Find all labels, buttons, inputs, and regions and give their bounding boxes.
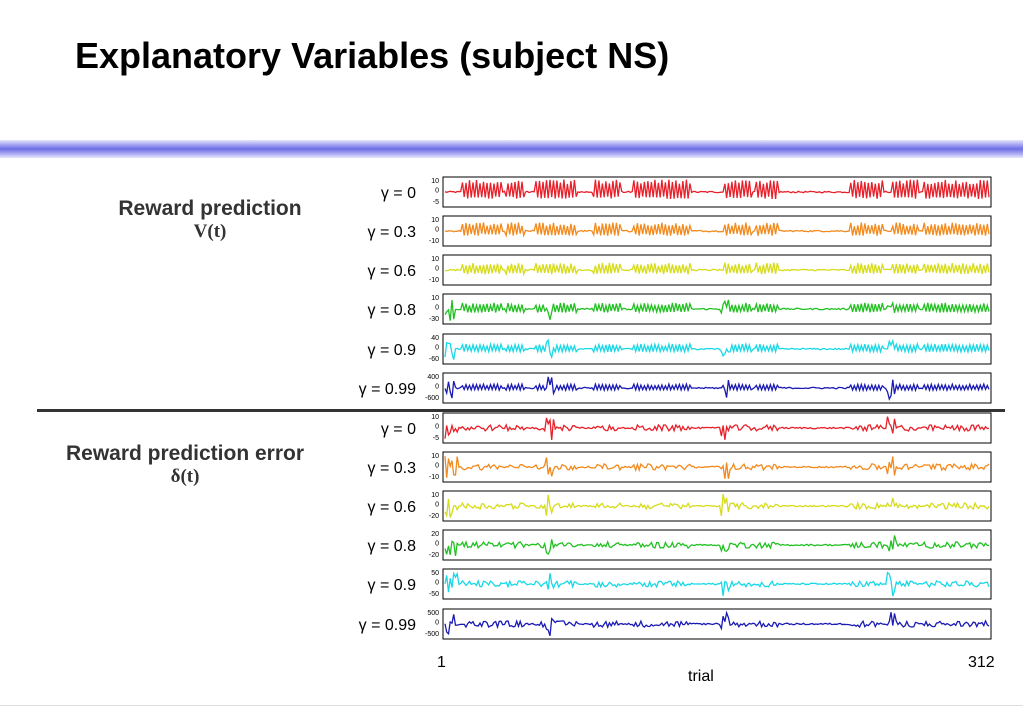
panel-1: γ = 0 10 0 -5 bbox=[381, 176, 992, 208]
gamma-label: γ = 0.6 bbox=[368, 499, 417, 516]
y-tick-label: 0 bbox=[435, 188, 439, 195]
series-line bbox=[444, 493, 990, 519]
series-line bbox=[444, 376, 990, 401]
gamma-label: γ = 0.8 bbox=[368, 302, 417, 319]
x-axis-label: trial bbox=[688, 668, 714, 685]
y-tick-label: -10 bbox=[429, 474, 439, 481]
series-line bbox=[444, 222, 990, 238]
series-line bbox=[444, 299, 990, 321]
y-tick-label: 0 bbox=[435, 305, 439, 312]
y-tick-label: 20 bbox=[431, 531, 439, 538]
panel-6: γ = 0.99 400 0 -600 bbox=[359, 372, 992, 404]
y-tick-label: 0 bbox=[435, 424, 439, 431]
panel-12: γ = 0.99 500 0 -500 bbox=[359, 608, 992, 640]
panel-7: γ = 0 10 0 -5 bbox=[381, 412, 992, 444]
y-tick-label: -500 bbox=[425, 631, 439, 638]
y-tick-label: 0 bbox=[435, 227, 439, 234]
x-tick-label-max: 312 bbox=[968, 654, 995, 671]
y-tick-label: 0 bbox=[435, 620, 439, 627]
gamma-label: γ = 0.9 bbox=[368, 577, 417, 594]
y-tick-label: 40 bbox=[431, 335, 439, 342]
y-tick-label: -20 bbox=[429, 513, 439, 520]
gamma-label: γ = 0 bbox=[381, 421, 416, 438]
gamma-label: γ = 0.3 bbox=[368, 224, 417, 241]
y-tick-label: 0 bbox=[435, 463, 439, 470]
gamma-label: γ = 0.99 bbox=[359, 381, 416, 398]
group-label-reward-prediction: Reward prediction V(t) bbox=[70, 196, 350, 244]
y-tick-label: 10 bbox=[431, 492, 439, 499]
series-line bbox=[444, 610, 990, 636]
group-label-reward-prediction-error: Reward prediction error δ(t) bbox=[30, 441, 340, 489]
series-line bbox=[444, 338, 990, 360]
group-title: Reward prediction error bbox=[65, 442, 305, 465]
x-tick-label-min: 1 bbox=[437, 654, 446, 671]
series-line bbox=[444, 535, 990, 556]
gamma-label: γ = 0.3 bbox=[368, 460, 417, 477]
group-title: Reward prediction bbox=[118, 197, 302, 220]
series-line bbox=[444, 571, 990, 597]
series-line bbox=[445, 262, 990, 277]
gamma-label: γ = 0.8 bbox=[368, 538, 417, 555]
panel-11: γ = 0.9 50 0 -50 bbox=[368, 568, 992, 600]
y-tick-label: -60 bbox=[429, 356, 439, 363]
y-tick-label: 0 bbox=[435, 541, 439, 548]
slide-title: Explanatory Variables (subject NS) bbox=[75, 35, 670, 76]
y-tick-label: 0 bbox=[435, 345, 439, 352]
y-tick-label: -10 bbox=[429, 277, 439, 284]
group-separator-line bbox=[37, 409, 1005, 412]
y-tick-label: 0 bbox=[435, 580, 439, 587]
y-tick-label: 400 bbox=[427, 374, 439, 381]
panel-4: γ = 0.8 10 0 -30 bbox=[368, 293, 992, 325]
panel-5: γ = 0.9 40 0 -60 bbox=[368, 333, 992, 365]
series-line bbox=[444, 179, 990, 199]
y-tick-label: 10 bbox=[431, 256, 439, 263]
y-tick-label: -20 bbox=[429, 552, 439, 559]
y-tick-label: -10 bbox=[429, 238, 439, 245]
y-tick-label: 10 bbox=[431, 178, 439, 185]
header-divider-bar bbox=[0, 140, 1023, 158]
group-symbol: V(t) bbox=[193, 221, 227, 243]
gamma-label: γ = 0.9 bbox=[368, 342, 417, 359]
y-tick-label: 10 bbox=[431, 217, 439, 224]
y-tick-label: -50 bbox=[429, 591, 439, 598]
y-tick-label: 0 bbox=[435, 384, 439, 391]
y-tick-label: 0 bbox=[435, 266, 439, 273]
y-tick-label: 10 bbox=[431, 295, 439, 302]
y-tick-label: 0 bbox=[435, 502, 439, 509]
y-tick-label: -30 bbox=[429, 316, 439, 323]
y-tick-label: -600 bbox=[425, 395, 439, 402]
panel-9: γ = 0.6 10 0 -20 bbox=[368, 490, 992, 522]
y-tick-label: 50 bbox=[431, 570, 439, 577]
y-tick-label: 10 bbox=[431, 414, 439, 421]
panel-2: γ = 0.3 10 0 -10 bbox=[368, 215, 992, 247]
panel-8: γ = 0.3 10 0 -10 bbox=[368, 451, 992, 483]
y-tick-label: 500 bbox=[427, 610, 439, 617]
y-tick-label: 10 bbox=[431, 453, 439, 460]
series-line bbox=[444, 416, 990, 440]
gamma-label: γ = 0.99 bbox=[359, 617, 416, 634]
panel-10: γ = 0.8 20 0 -20 bbox=[368, 529, 992, 561]
gamma-label: γ = 0.6 bbox=[368, 263, 417, 280]
series-line bbox=[444, 456, 990, 479]
group-symbol: δ(t) bbox=[170, 466, 200, 488]
y-tick-label: -5 bbox=[433, 435, 439, 442]
y-tick-label: -5 bbox=[433, 199, 439, 206]
panel-3: γ = 0.6 10 0 -10 bbox=[368, 254, 992, 286]
footer-line bbox=[0, 705, 1023, 706]
gamma-label: γ = 0 bbox=[381, 185, 416, 202]
